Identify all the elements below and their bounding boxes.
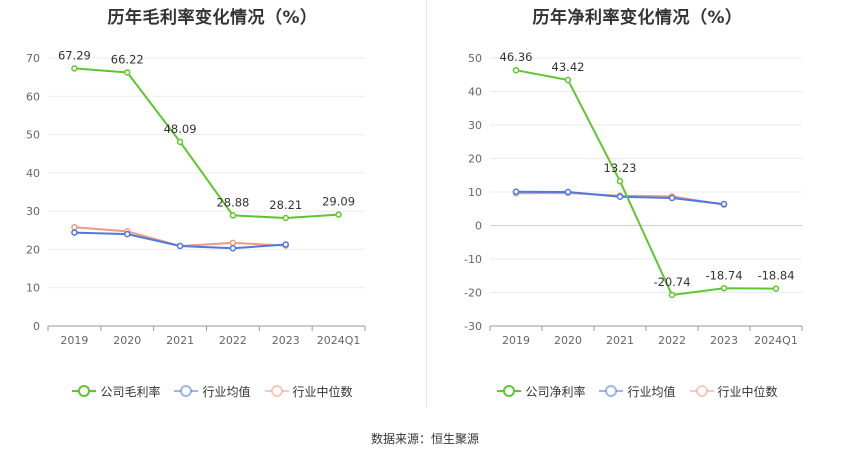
- legend-label: 行业中位数: [717, 384, 778, 399]
- x-tick-label: 2023: [272, 334, 300, 347]
- legend-marker-icon: [599, 385, 624, 397]
- data-label: 13.23: [604, 161, 637, 175]
- data-point: [229, 212, 237, 219]
- data-point: [282, 241, 289, 248]
- y-tick-label: 0: [475, 220, 482, 233]
- legend-item[interactable]: 公司净利率: [497, 383, 585, 400]
- data-point: [668, 291, 676, 299]
- legend-item[interactable]: 行业均值: [174, 383, 251, 400]
- y-tick-label: 40: [468, 86, 482, 99]
- y-tick-label: 40: [26, 167, 40, 180]
- x-tick-label: 2021: [606, 334, 634, 347]
- data-point: [176, 138, 184, 146]
- data-point: [564, 188, 572, 196]
- legend-label: 行业均值: [202, 384, 251, 399]
- series-line: [515, 69, 777, 297]
- x-tick-label: 2024Q1: [754, 334, 798, 347]
- x-tick-label: 2022: [658, 334, 686, 347]
- legend-item[interactable]: 行业中位数: [689, 383, 778, 400]
- y-tick-label: 50: [26, 129, 40, 142]
- gross-margin-chart-panel: 历年毛利率变化情况（%） 0 10 20 30 40 50 60 70 2019 2020 2021…: [0, 0, 425, 420]
- legend-marker-icon: [497, 385, 522, 397]
- data-label: -18.74: [705, 268, 742, 282]
- data-point: [71, 65, 78, 72]
- legend-marker-icon: [264, 385, 289, 397]
- data-point: [71, 229, 78, 236]
- series-line: [74, 67, 339, 220]
- data-label: 43.42: [552, 60, 585, 74]
- data-label: 28.21: [269, 198, 302, 212]
- data-label: 48.09: [164, 122, 197, 136]
- y-tick-label: -30: [464, 320, 482, 333]
- data-point: [564, 76, 572, 84]
- y-tick-label: 10: [468, 186, 482, 199]
- x-tick-label: 2020: [554, 334, 582, 347]
- y-tick-label: 50: [468, 52, 482, 65]
- legend-item[interactable]: 公司毛利率: [72, 383, 160, 400]
- data-label: 67.29: [58, 48, 91, 62]
- legend-marker-icon: [72, 385, 97, 397]
- panel-divider: [426, 0, 427, 408]
- x-tick-label: 2020: [113, 334, 141, 347]
- legend-item[interactable]: 行业均值: [599, 383, 676, 400]
- y-tick-label: 10: [26, 282, 40, 295]
- data-point: [335, 211, 342, 218]
- legend-marker-icon: [689, 385, 714, 397]
- data-point: [229, 239, 237, 247]
- x-tick-label: 2021: [166, 334, 194, 347]
- legend-item[interactable]: 行业中位数: [264, 383, 353, 400]
- data-point: [668, 194, 676, 202]
- y-tick-label: 20: [26, 243, 40, 256]
- x-tick-label: 2019: [60, 334, 88, 347]
- data-source-label: 数据来源：恒生聚源: [370, 432, 479, 446]
- data-point: [512, 66, 520, 74]
- y-tick-label: 20: [468, 153, 482, 166]
- net-margin-line-chart: -30 -20 -10 0 10 20 30 40 50 2019 2020 2021 2022 2023…: [464, 50, 803, 347]
- y-tick-label: 0: [33, 320, 40, 333]
- data-point: [772, 285, 780, 292]
- chart-title: 历年净利率变化情况（%）: [532, 8, 743, 28]
- data-label: 28.88: [216, 195, 249, 209]
- data-point: [71, 223, 78, 231]
- x-tick-label: 2023: [710, 334, 738, 347]
- data-label: 66.22: [111, 52, 144, 66]
- data-point: [720, 285, 728, 292]
- y-tick-label: 70: [26, 52, 40, 65]
- legend-label: 行业均值: [627, 384, 676, 399]
- data-point: [124, 230, 131, 238]
- legend-marker-icon: [174, 385, 199, 397]
- data-point: [229, 245, 237, 252]
- legend-label: 公司毛利率: [100, 384, 161, 399]
- y-tick-label: 30: [468, 119, 482, 132]
- x-tick-label: 2022: [219, 334, 247, 347]
- y-tick-label: -20: [464, 287, 482, 300]
- y-tick-label: -10: [464, 253, 482, 266]
- y-tick-label: 30: [26, 205, 40, 218]
- net-margin-chart-panel: 历年净利率变化情况（%） -30 -20 -10 0 10 20 30 40 50 2019 202…: [425, 0, 850, 420]
- data-label: -18.84: [757, 269, 794, 283]
- data-point: [124, 69, 131, 76]
- chart-legend: 公司净利率 行业均值 行业中位数: [425, 380, 850, 402]
- gross-margin-line-chart: 0 10 20 30 40 50 60 70 2019 2020 2021 2022 2023 2024Q…: [26, 48, 366, 347]
- chart-legend: 公司毛利率 行业均值 行业中位数: [0, 380, 425, 402]
- data-point: [282, 214, 289, 222]
- data-point: [616, 177, 624, 185]
- chart-title: 历年毛利率变化情况（%）: [107, 8, 318, 28]
- data-point: [616, 193, 624, 200]
- legend-label: 行业中位数: [292, 384, 353, 399]
- x-tick-label: 2019: [502, 334, 530, 347]
- data-label: -20.74: [653, 275, 690, 289]
- x-tick-label: 2024Q1: [317, 334, 361, 347]
- data-label: 29.09: [322, 195, 355, 209]
- legend-label: 公司净利率: [525, 384, 586, 399]
- data-label: 46.36: [500, 50, 533, 64]
- data-point: [176, 242, 184, 250]
- y-tick-label: 60: [26, 90, 40, 103]
- data-point: [720, 200, 728, 208]
- data-point: [512, 188, 520, 195]
